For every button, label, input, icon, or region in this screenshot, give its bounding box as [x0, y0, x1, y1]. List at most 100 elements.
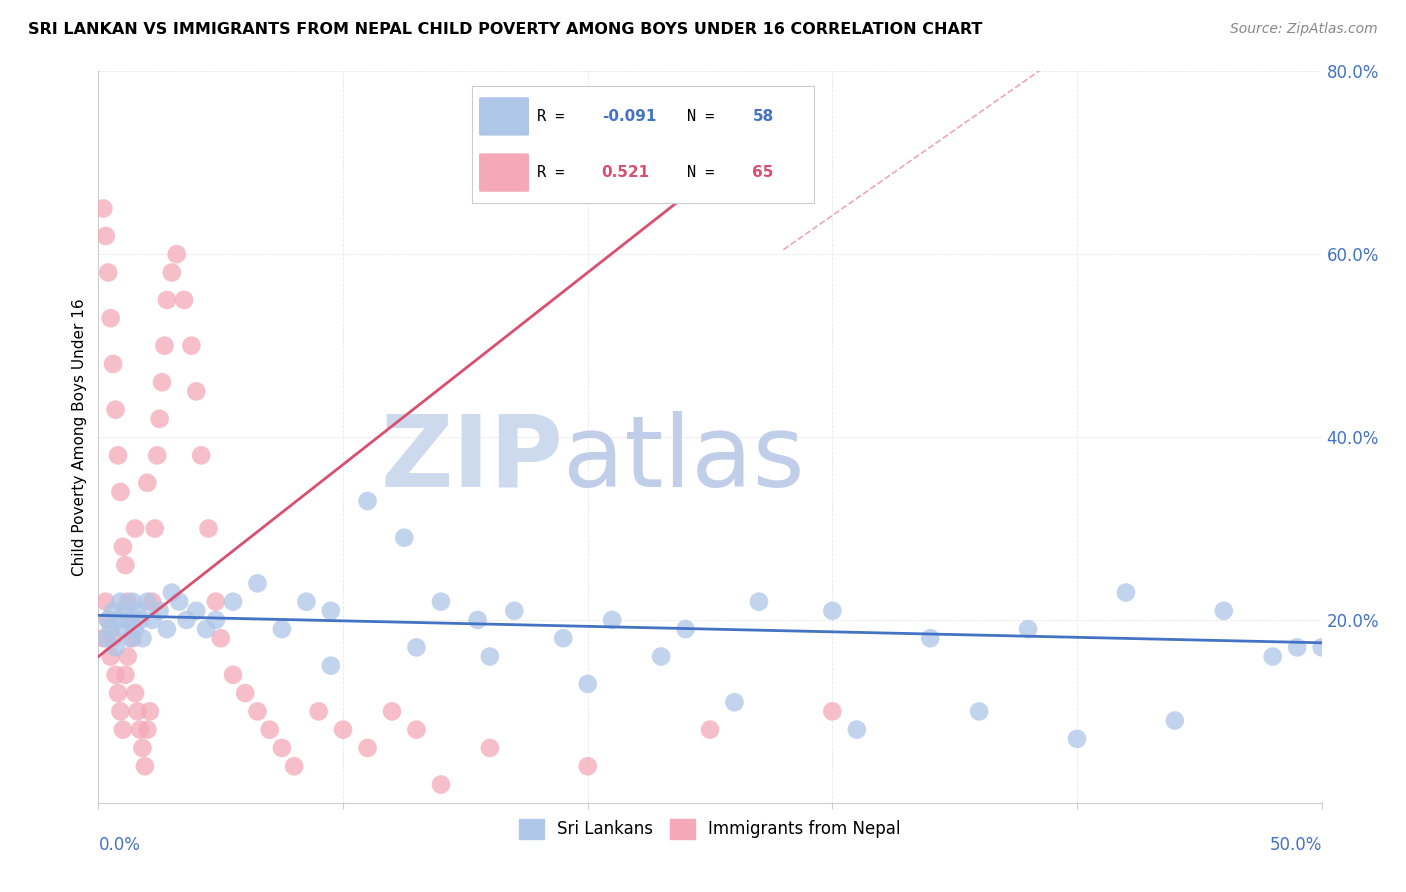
Point: [160, 585, 183, 599]
Point: [146, 448, 169, 462]
Point: [405, 723, 427, 737]
Point: [319, 604, 342, 618]
Point: [205, 613, 228, 627]
Point: [308, 705, 330, 719]
Point: [576, 759, 599, 773]
Point: [478, 649, 501, 664]
Point: [136, 475, 159, 490]
Point: [1164, 714, 1187, 728]
Point: [430, 778, 453, 792]
Point: [222, 667, 245, 681]
Point: [209, 632, 232, 646]
Point: [156, 622, 179, 636]
Point: [120, 613, 142, 627]
Point: [127, 705, 149, 719]
Point: [186, 384, 208, 399]
Point: [110, 485, 132, 500]
Point: [110, 705, 132, 719]
Point: [124, 622, 146, 636]
Point: [124, 521, 146, 535]
Point: [283, 759, 305, 773]
Point: [136, 594, 159, 608]
Point: [699, 723, 721, 737]
Point: [748, 594, 770, 608]
Text: 50.0%: 50.0%: [1270, 836, 1322, 854]
Point: [107, 613, 129, 627]
Point: [129, 613, 152, 627]
Text: SRI LANKAN VS IMMIGRANTS FROM NEPAL CHILD POVERTY AMONG BOYS UNDER 16 CORRELATIO: SRI LANKAN VS IMMIGRANTS FROM NEPAL CHIL…: [28, 22, 983, 37]
Point: [107, 448, 129, 462]
Point: [143, 521, 166, 535]
Point: [920, 632, 942, 646]
Point: [94, 594, 117, 608]
Point: [723, 695, 745, 709]
Point: [1066, 731, 1088, 746]
Point: [114, 558, 136, 573]
Point: [111, 622, 134, 636]
Point: [166, 247, 188, 261]
Point: [1261, 649, 1284, 664]
Point: [111, 540, 134, 554]
Point: [104, 667, 127, 681]
Point: [650, 649, 672, 664]
Point: [405, 640, 427, 655]
Point: [186, 604, 208, 618]
Text: 0.0%: 0.0%: [98, 836, 141, 854]
Point: [160, 266, 183, 280]
Point: [141, 594, 163, 608]
Point: [97, 613, 120, 627]
Point: [129, 723, 152, 737]
Point: [94, 632, 117, 646]
Point: [121, 594, 143, 608]
Point: [576, 677, 599, 691]
Point: [173, 293, 195, 307]
Point: [1310, 640, 1333, 655]
Point: [821, 604, 844, 618]
Point: [319, 658, 342, 673]
Point: [259, 723, 281, 737]
Point: [246, 705, 269, 719]
Point: [139, 705, 162, 719]
Point: [141, 613, 163, 627]
Point: [131, 632, 153, 646]
Point: [1286, 640, 1309, 655]
Point: [101, 604, 124, 618]
Point: [134, 759, 156, 773]
Point: [503, 604, 526, 618]
Point: [167, 594, 190, 608]
Point: [131, 740, 153, 755]
Point: [117, 649, 139, 664]
Point: [675, 622, 697, 636]
Text: Source: ZipAtlas.com: Source: ZipAtlas.com: [1230, 22, 1378, 37]
Point: [150, 375, 173, 389]
Point: [845, 723, 868, 737]
Point: [821, 705, 844, 719]
Point: [1115, 585, 1137, 599]
Point: [356, 494, 378, 508]
Point: [246, 576, 269, 591]
Point: [967, 705, 990, 719]
Point: [101, 357, 124, 371]
Point: [149, 412, 172, 426]
Point: [100, 622, 122, 636]
Point: [120, 632, 142, 646]
Point: [356, 740, 378, 755]
Point: [149, 604, 172, 618]
Point: [467, 613, 489, 627]
Point: [97, 613, 120, 627]
Point: [392, 531, 416, 545]
Point: [110, 594, 132, 608]
Point: [136, 723, 159, 737]
Point: [180, 338, 202, 352]
Point: [153, 338, 176, 352]
Point: [1017, 622, 1039, 636]
Point: [124, 686, 146, 700]
Point: [117, 613, 139, 627]
Point: [195, 622, 218, 636]
Point: [97, 266, 120, 280]
Point: [91, 632, 114, 646]
Y-axis label: Child Poverty Among Boys Under 16: Child Poverty Among Boys Under 16: [72, 298, 87, 576]
Point: [233, 686, 256, 700]
Point: [190, 448, 212, 462]
Point: [121, 632, 143, 646]
